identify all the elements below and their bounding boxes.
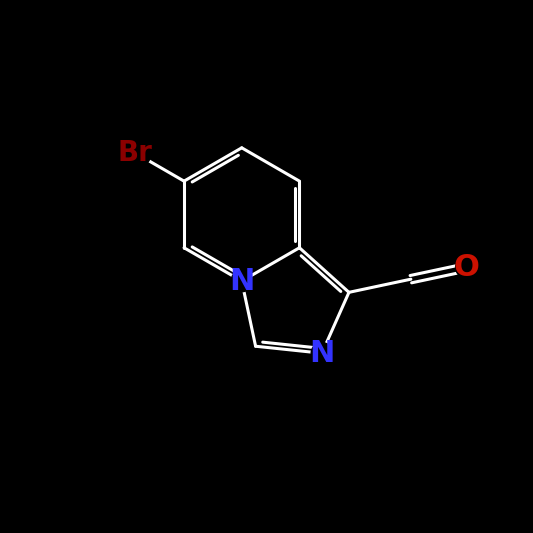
- Text: Br: Br: [118, 139, 152, 167]
- Circle shape: [311, 343, 333, 364]
- Circle shape: [456, 257, 477, 278]
- Circle shape: [231, 270, 253, 292]
- Text: N: N: [309, 338, 335, 368]
- Text: O: O: [454, 253, 479, 282]
- Circle shape: [119, 137, 151, 169]
- Text: N: N: [229, 266, 254, 296]
